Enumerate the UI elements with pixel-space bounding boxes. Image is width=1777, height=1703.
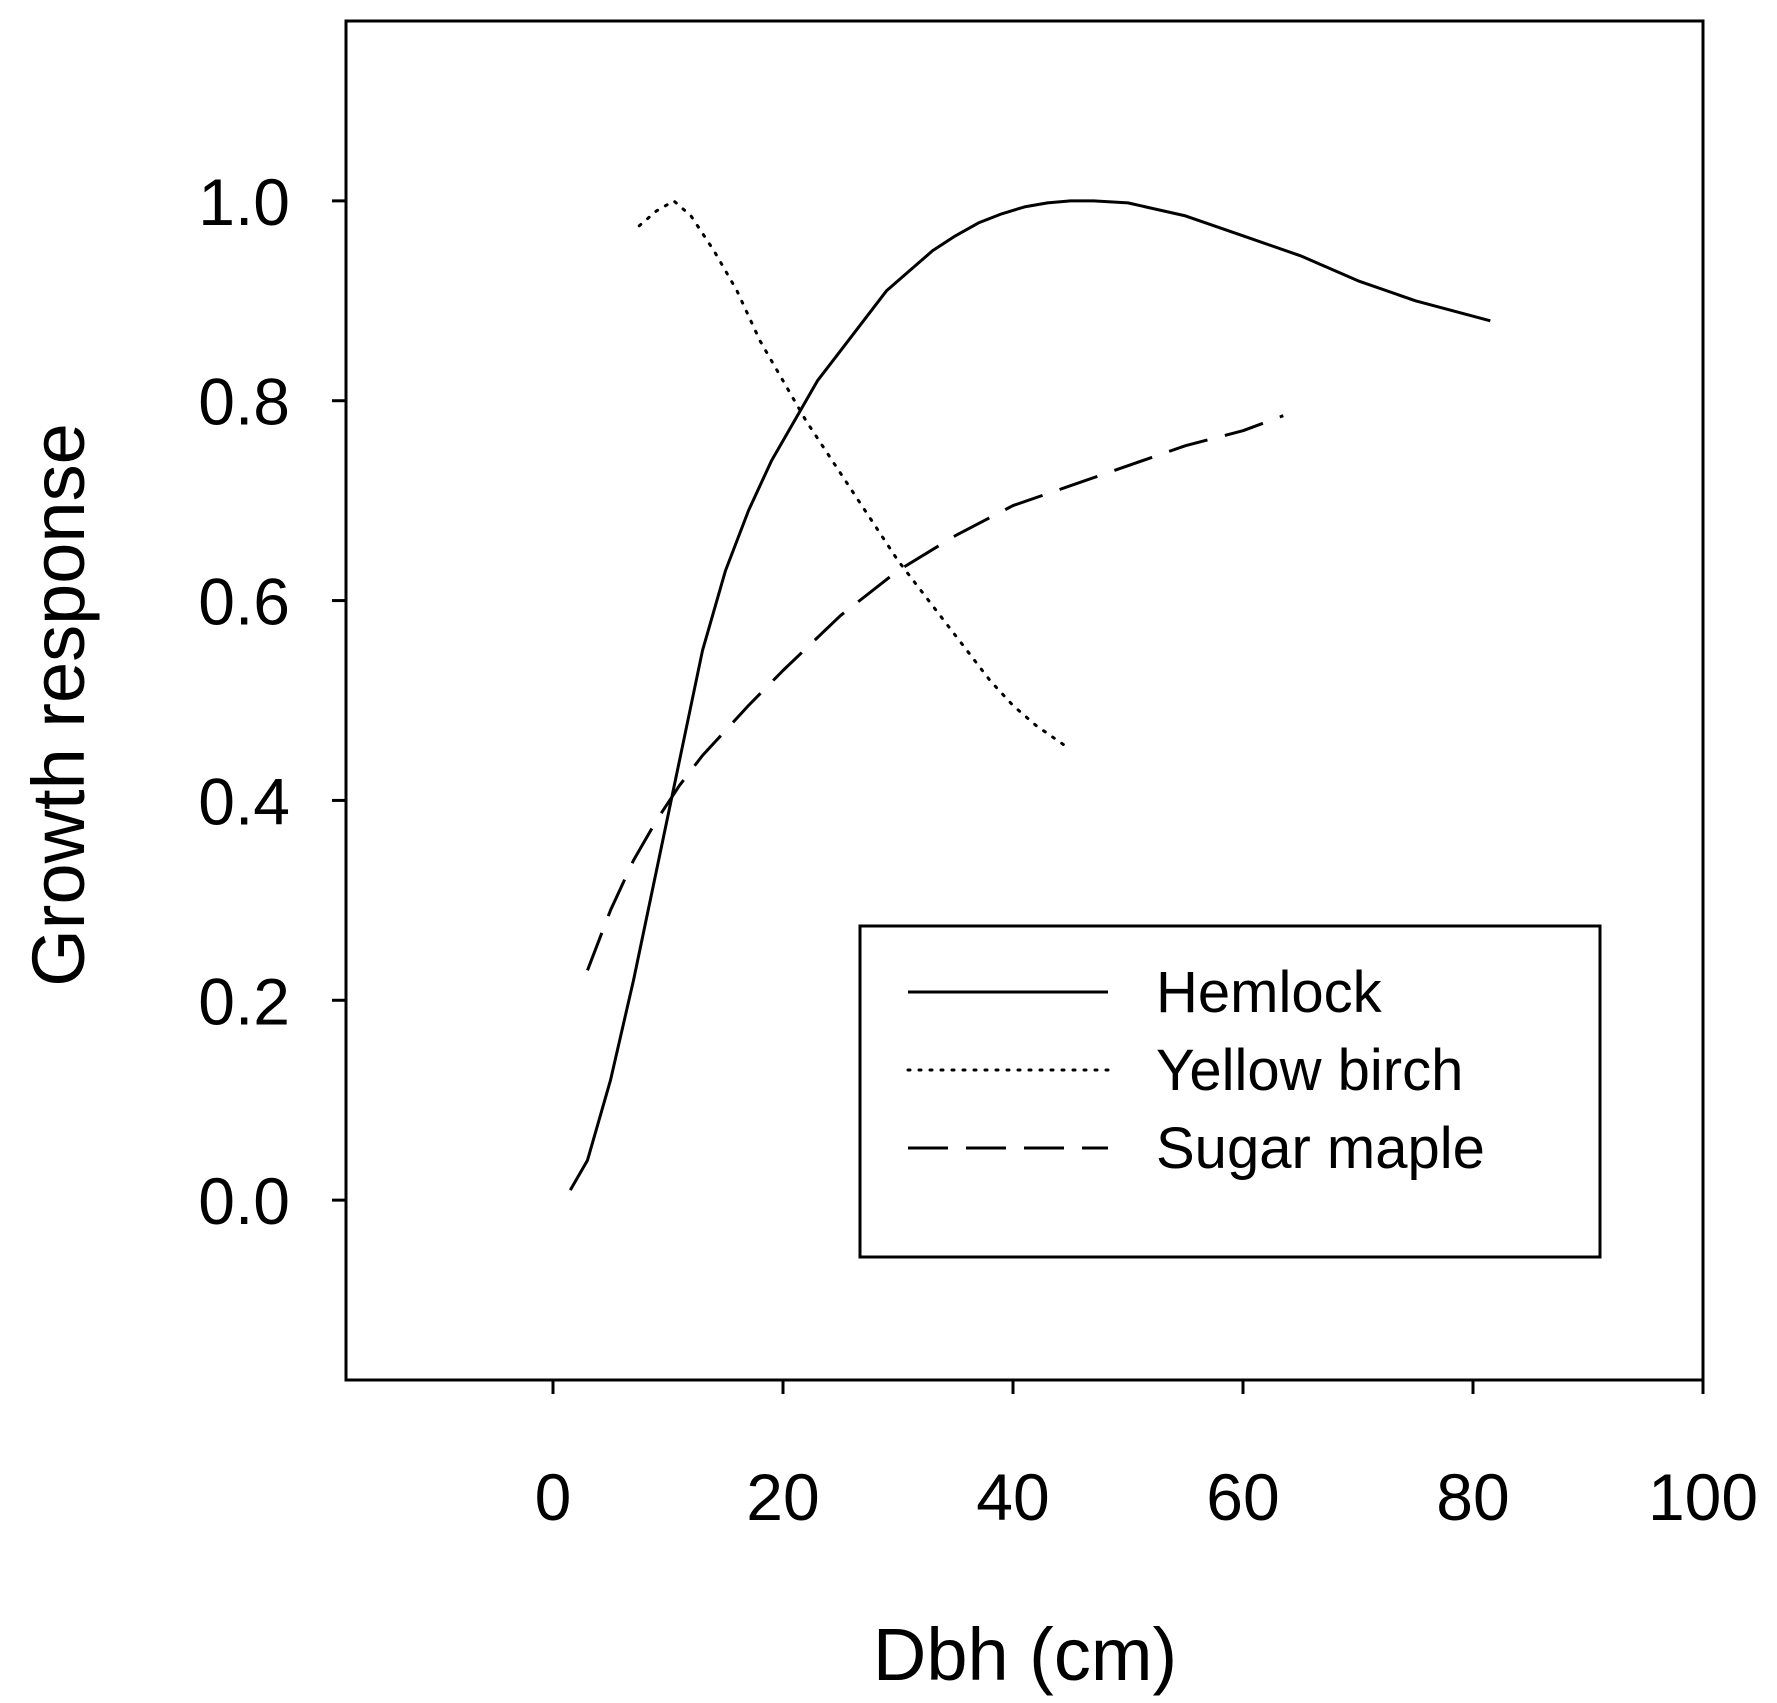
legend-label: Hemlock [1156, 960, 1383, 1025]
series-line-sugar-maple [586, 414, 1284, 971]
y-axis-ticks: 0.0 0.2 0.4 0.6 0.8 1.0 [198, 165, 346, 1238]
x-tick-label: 0 [535, 1460, 572, 1534]
plot-frame [344, 19, 1705, 1382]
x-axis-ticks: 0 20 40 60 80 100 [535, 1380, 1758, 1534]
y-tick-label: 0.4 [198, 764, 290, 838]
y-tick-label: 0.6 [198, 565, 290, 639]
x-tick-label: 40 [976, 1460, 1049, 1534]
x-axis-title: Dbh (cm) [873, 1613, 1177, 1696]
legend: Hemlock Yellow birch Sugar maple [858, 924, 1602, 1259]
legend-box [858, 924, 1602, 1259]
legend-label: Yellow birch [1156, 1038, 1463, 1103]
y-axis-title: Growth response [17, 423, 100, 987]
y-tick-label: 0.2 [198, 964, 290, 1038]
series-line-hemlock [568, 199, 1491, 1191]
x-tick-label: 20 [746, 1460, 819, 1534]
x-tick-label: 100 [1648, 1460, 1758, 1534]
series-lines [568, 199, 1491, 1191]
y-tick-label: 1.0 [198, 165, 290, 239]
x-tick-label: 80 [1436, 1460, 1509, 1534]
legend-label: Sugar maple [1156, 1116, 1485, 1181]
y-tick-label: 0.0 [198, 1164, 290, 1238]
y-tick-label: 0.8 [198, 365, 290, 439]
series-line-yellow-birch [637, 199, 1067, 747]
x-tick-label: 60 [1206, 1460, 1279, 1534]
